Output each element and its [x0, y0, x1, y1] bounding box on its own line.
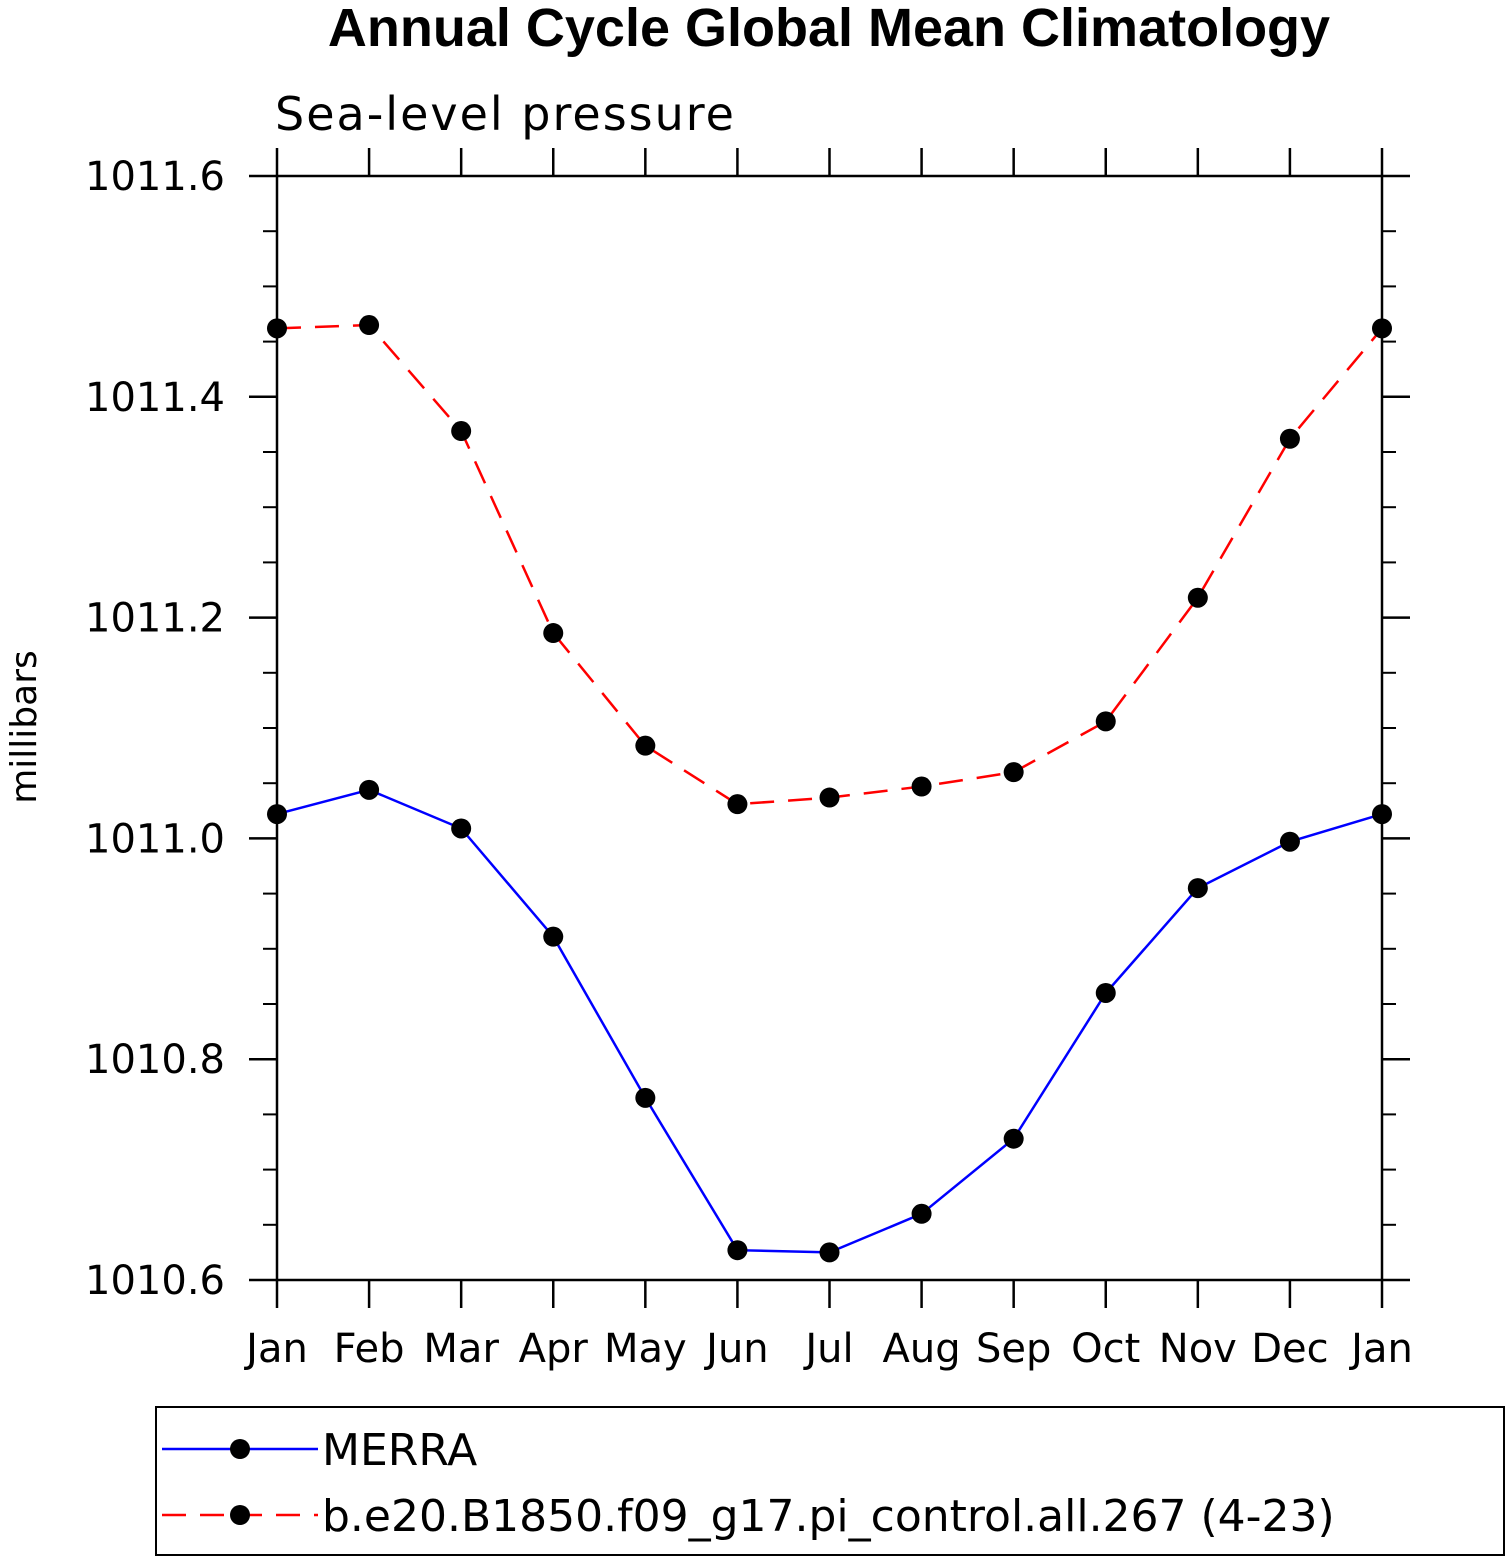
legend: MERRA b.e20.B1850.f09_g17.pi_control.all.… [162, 1425, 1335, 1542]
data-point [1187, 878, 1208, 899]
x-tick-label: Sep [976, 1326, 1051, 1372]
x-tick-label: Jul [802, 1326, 853, 1372]
series-line-2 [276, 323, 1383, 806]
data-point [635, 1087, 656, 1108]
data-point [267, 318, 287, 339]
legend-box [155, 1406, 1505, 1556]
plot-frame [275, 174, 1384, 1282]
data-point [1279, 831, 1300, 852]
data-point [911, 1203, 932, 1224]
x-tick-label: Mar [423, 1326, 499, 1372]
data-point [451, 818, 472, 839]
x-tick-label: Jan [243, 1326, 308, 1372]
x-tick-label: Nov [1159, 1326, 1237, 1372]
data-point [819, 787, 840, 808]
plot-area: Jan Feb Mar Apr May Jun Jul Aug Sep Oct Nov Dec Jan 1… [85, 148, 1413, 1372]
chart-title: Annual Cycle Global Mean Climatology [328, 0, 1330, 58]
legend-marker-1 [230, 1439, 250, 1459]
data-point [819, 1242, 840, 1263]
data-point [543, 623, 564, 644]
data-point [727, 1240, 748, 1261]
y-tick-label: 1011.2 [85, 596, 225, 642]
series-line-1 [276, 788, 1383, 1254]
x-tick-label: Feb [334, 1326, 405, 1372]
data-point [359, 315, 380, 336]
data-point [911, 776, 932, 797]
data-point [1003, 762, 1024, 783]
x-tick-label: Dec [1251, 1326, 1328, 1372]
data-point [451, 421, 472, 442]
data-point [1187, 587, 1208, 608]
data-point [543, 926, 564, 947]
y-tick-label: 1010.8 [85, 1037, 225, 1083]
data-point [727, 794, 748, 815]
x-tick-label: Apr [519, 1326, 589, 1372]
y-axis-label: millibars [4, 650, 45, 804]
x-tick-label: Jan [1348, 1326, 1413, 1372]
data-point [1095, 982, 1116, 1003]
chart-subtitle: Sea-level pressure [275, 87, 736, 141]
data-point [1372, 318, 1392, 339]
data-point [635, 735, 656, 756]
data-point [1372, 804, 1392, 825]
y-tick-label: 1010.6 [85, 1258, 225, 1304]
data-point [1279, 428, 1300, 449]
legend-label-1: MERRA [322, 1425, 477, 1476]
legend-marker-2 [230, 1505, 250, 1525]
data-point [267, 804, 287, 825]
x-tick-label: May [604, 1326, 687, 1372]
x-tick-label: Aug [883, 1326, 961, 1372]
data-point [1003, 1128, 1024, 1149]
legend-label-2: b.e20.B1850.f09_g17.pi_control.all.267 (… [322, 1491, 1335, 1542]
y-tick-label: 1011.4 [85, 375, 225, 421]
y-tick-label: 1011.0 [85, 816, 225, 862]
data-point [359, 779, 380, 800]
y-tick-label: 1011.6 [85, 154, 225, 200]
data-point [1095, 711, 1116, 732]
x-tick-label: Oct [1071, 1326, 1140, 1372]
x-tick-label: Jun [703, 1326, 769, 1372]
